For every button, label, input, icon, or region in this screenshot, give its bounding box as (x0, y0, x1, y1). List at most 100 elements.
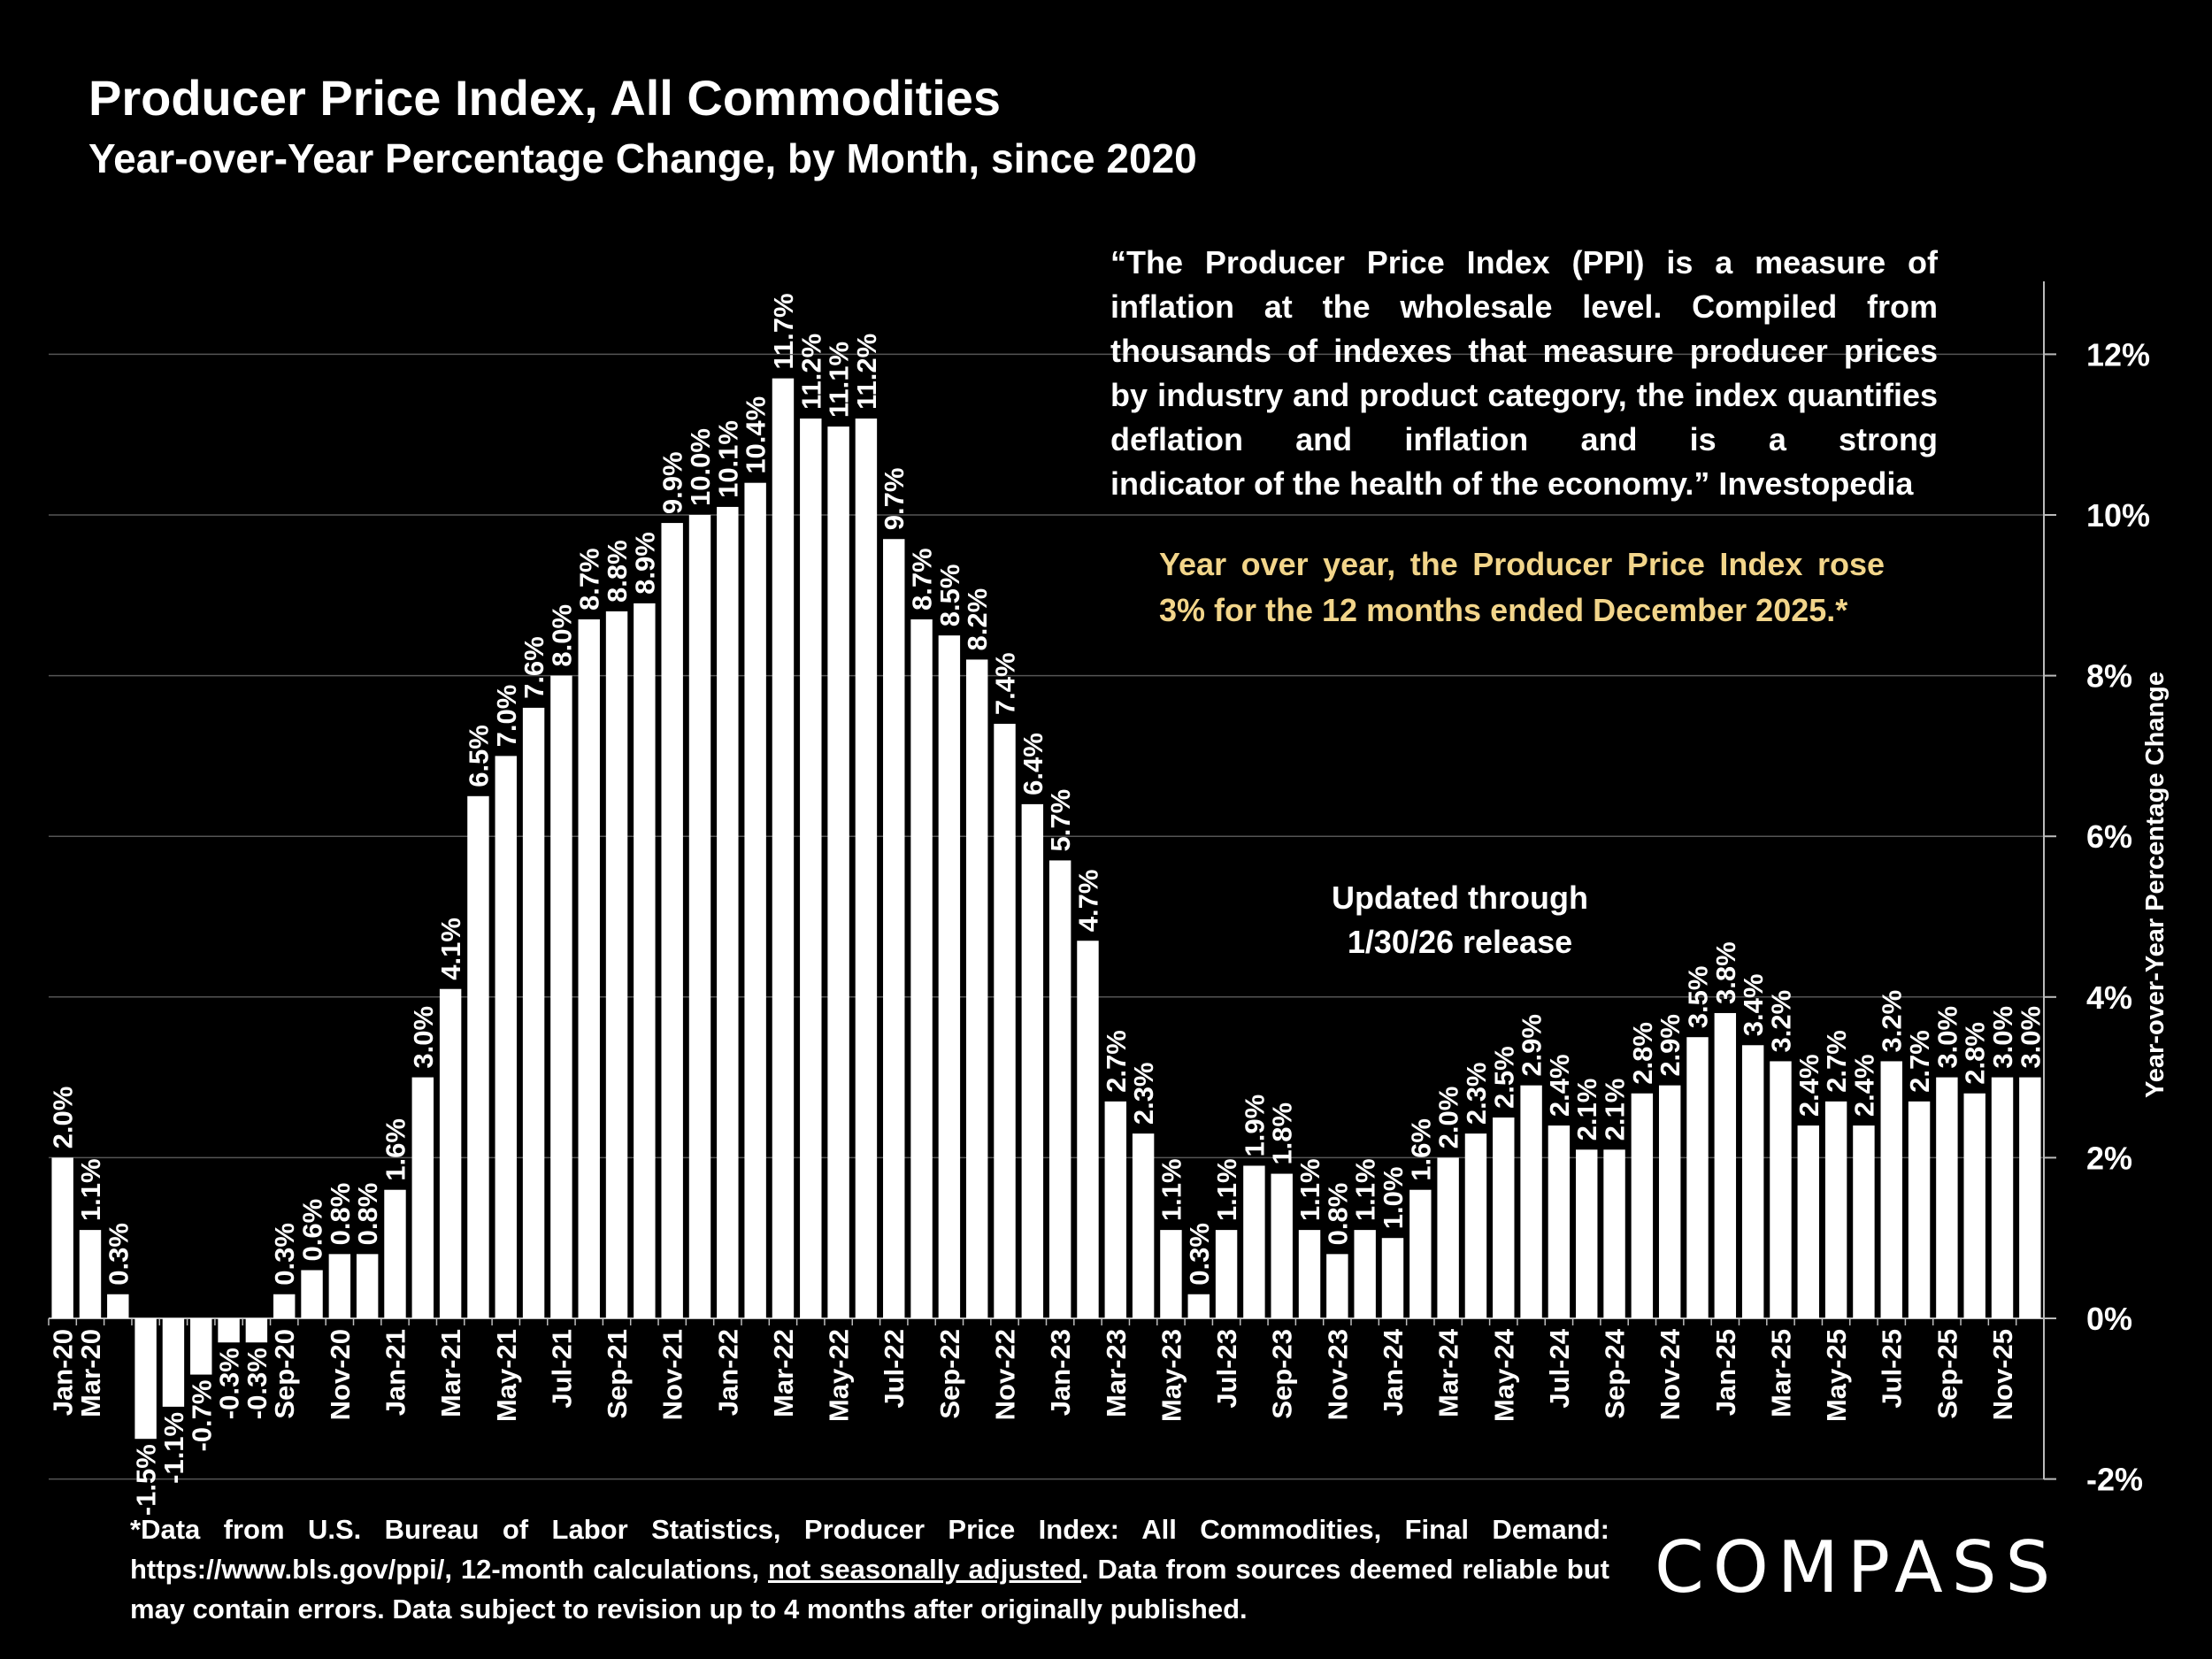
y-tick-label: 0% (2086, 1301, 2132, 1337)
bar (550, 675, 572, 1318)
x-tick-label: Jul-23 (1211, 1329, 1242, 1409)
compass-logo: COMPASS (1655, 1526, 2060, 1609)
data-label: 3.8% (1710, 941, 1741, 1004)
gridlines (49, 353, 2044, 1480)
source-footnote: *Data from U.S. Bureau of Labor Statisti… (130, 1509, 1609, 1629)
data-label: 8.7% (574, 548, 605, 611)
bar (1243, 1165, 1265, 1318)
x-tick-label: Sep-21 (602, 1329, 633, 1419)
bar (1853, 1125, 1875, 1318)
data-label: 0.3% (103, 1223, 134, 1286)
x-tick-label: Sep-25 (1932, 1329, 1962, 1419)
bar (1077, 941, 1099, 1318)
data-label: 4.1% (435, 918, 466, 980)
data-label: 2.1% (1600, 1079, 1631, 1141)
bar (800, 419, 822, 1318)
x-tick-label: May-23 (1156, 1329, 1187, 1422)
bar (855, 419, 878, 1318)
bar (439, 988, 462, 1318)
data-label: 2.4% (1848, 1054, 1879, 1117)
bar (1548, 1125, 1571, 1318)
data-label: 11.7% (768, 293, 799, 369)
investopedia-quote: “The Producer Price Index (PPI) is a mea… (1110, 241, 1938, 506)
quote-last-line: indicator of the health of the economy.”… (1110, 465, 1914, 502)
bar (744, 482, 766, 1318)
bar (522, 707, 545, 1318)
x-tick-label: May-22 (824, 1329, 855, 1422)
data-label: 7.6% (518, 636, 549, 699)
bar (910, 619, 933, 1318)
y-tick-label: 4% (2086, 979, 2132, 1016)
data-label: 1.8% (1267, 1102, 1298, 1165)
bar (1991, 1077, 2014, 1318)
bar (578, 619, 600, 1318)
y-tick-label: 12% (2086, 336, 2150, 373)
y-tick-label: 2% (2086, 1140, 2132, 1176)
data-label: 1.1% (1294, 1158, 1325, 1221)
bar (1631, 1093, 1654, 1318)
bar (1437, 1157, 1459, 1318)
data-label: 2.3% (1128, 1062, 1159, 1125)
data-label: -1.5% (131, 1444, 162, 1516)
bar (1658, 1085, 1681, 1318)
chart-subtitle: Year-over-Year Percentage Change, by Mon… (88, 135, 1197, 181)
bar (1271, 1173, 1293, 1318)
data-label: 1.9% (1239, 1094, 1270, 1157)
bar (218, 1318, 240, 1343)
data-label: 7.4% (990, 652, 1021, 715)
data-label: -0.7% (186, 1380, 217, 1452)
data-label: 8.7% (907, 548, 938, 611)
bar (1686, 1037, 1709, 1318)
bar (1160, 1230, 1182, 1318)
bar (1797, 1125, 1819, 1318)
chart-title: Producer Price Index, All Commodities (88, 70, 1002, 126)
bar (1520, 1085, 1542, 1318)
data-label: 1.1% (1156, 1158, 1187, 1221)
bar (190, 1318, 212, 1375)
data-label: 1.1% (75, 1158, 106, 1221)
x-tick-label: Mar-22 (768, 1329, 799, 1417)
bars (51, 378, 2041, 1440)
bar (467, 795, 489, 1318)
data-label: 7.0% (491, 685, 522, 748)
quote-body: “The Producer Price Index (PPI) is a mea… (1110, 244, 1938, 457)
bar (162, 1318, 185, 1407)
bar (51, 1157, 73, 1318)
data-label: 2.7% (1101, 1030, 1132, 1093)
bar (2019, 1077, 2041, 1318)
bar (994, 724, 1016, 1318)
data-label: 9.9% (657, 451, 688, 514)
bar (1603, 1149, 1625, 1318)
x-tick-label: Mar-20 (75, 1329, 106, 1417)
data-label: -1.1% (158, 1412, 189, 1484)
data-label: 10.1% (712, 420, 743, 498)
x-tick-label: Nov-23 (1322, 1329, 1353, 1420)
data-label: 8.5% (934, 565, 965, 627)
data-label: 11.2% (851, 334, 882, 410)
bar (1104, 1101, 1127, 1318)
data-label: 8.2% (962, 588, 993, 651)
data-label: 2.1% (1571, 1079, 1602, 1141)
data-label: 3.2% (1877, 990, 1908, 1053)
y-tick-label: 8% (2086, 658, 2132, 695)
bar (634, 603, 656, 1318)
data-label: 0.8% (1322, 1183, 1353, 1246)
bar (411, 1077, 434, 1318)
bar (1493, 1118, 1515, 1318)
data-label: 8.0% (546, 604, 577, 667)
bar (827, 426, 849, 1318)
data-label: 2.7% (1904, 1030, 1935, 1093)
x-tick-label: Jan-20 (48, 1329, 79, 1416)
x-tick-label: Jan-25 (1710, 1329, 1741, 1416)
highlight-note: Year over year, the Producer Price Index… (1159, 546, 1885, 628)
x-tick-label: May-24 (1488, 1328, 1519, 1422)
bar (1936, 1077, 1958, 1318)
bar (938, 635, 961, 1318)
bar (301, 1270, 323, 1318)
data-label: -0.3% (214, 1348, 245, 1419)
x-tick-label: Mar-24 (1433, 1328, 1464, 1417)
x-tick-label: Mar-21 (435, 1329, 466, 1417)
data-label: 0.6% (297, 1199, 328, 1262)
bar (384, 1189, 406, 1318)
